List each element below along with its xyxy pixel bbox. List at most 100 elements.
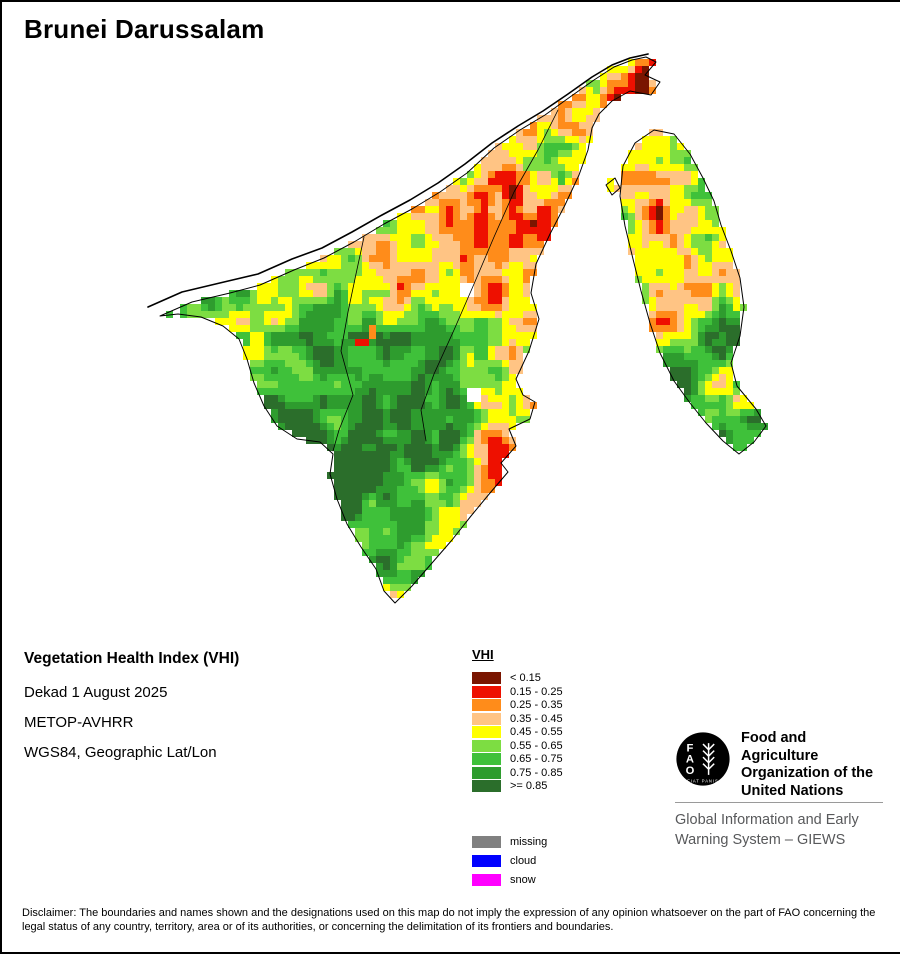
vhi-pixel	[334, 269, 341, 276]
vhi-pixel	[411, 556, 418, 563]
vhi-pixel	[334, 325, 341, 332]
vhi-pixel	[712, 367, 719, 374]
vhi-pixel	[446, 241, 453, 248]
vhi-pixel	[341, 248, 348, 255]
vhi-pixel	[649, 129, 656, 136]
vhi-pixel	[670, 346, 677, 353]
vhi-pixel	[299, 332, 306, 339]
vhi-pixel	[425, 493, 432, 500]
vhi-pixel	[383, 297, 390, 304]
vhi-pixel	[530, 220, 537, 227]
fao-logo-circle	[676, 732, 730, 786]
vhi-pixel	[362, 318, 369, 325]
vhi-pixel	[257, 290, 264, 297]
vhi-pixel	[684, 206, 691, 213]
vhi-pixel	[642, 73, 649, 80]
vhi-pixel	[691, 164, 698, 171]
vhi-pixel	[628, 185, 635, 192]
vhi-pixel	[404, 262, 411, 269]
vhi-pixel	[404, 381, 411, 388]
vhi-pixel	[320, 381, 327, 388]
vhi-pixel	[411, 367, 418, 374]
vhi-pixel	[404, 437, 411, 444]
vhi-pixel	[460, 199, 467, 206]
vhi-pixel	[628, 164, 635, 171]
vhi-pixel	[523, 185, 530, 192]
vhi-pixel	[411, 486, 418, 493]
vhi-pixel	[516, 339, 523, 346]
vhi-pixel	[635, 241, 642, 248]
vhi-pixel	[404, 549, 411, 556]
vhi-pixel	[327, 437, 334, 444]
vhi-pixel	[495, 430, 502, 437]
vhi-pixel	[243, 290, 250, 297]
map-info-sensor: METOP-AVHRR	[24, 714, 134, 731]
vhi-pixel	[404, 402, 411, 409]
vhi-pixel	[348, 479, 355, 486]
vhi-pixel	[376, 500, 383, 507]
vhi-pixel	[495, 381, 502, 388]
vhi-pixel	[509, 367, 516, 374]
vhi-pixel	[558, 122, 565, 129]
vhi-pixel	[733, 395, 740, 402]
vhi-pixel	[285, 290, 292, 297]
vhi-pixel	[411, 248, 418, 255]
vhi-pixel	[362, 521, 369, 528]
vhi-pixel	[334, 255, 341, 262]
vhi-pixel	[299, 283, 306, 290]
vhi-pixel	[481, 297, 488, 304]
vhi-pixel	[397, 486, 404, 493]
vhi-pixel	[411, 493, 418, 500]
vhi-pixel	[425, 430, 432, 437]
vhi-pixel	[271, 283, 278, 290]
vhi-pixel	[628, 150, 635, 157]
vhi-pixel	[453, 451, 460, 458]
vhi-pixel	[509, 220, 516, 227]
vhi-pixel	[460, 360, 467, 367]
vhi-pixel	[726, 332, 733, 339]
vhi-pixel	[656, 248, 663, 255]
vhi-pixel	[467, 178, 474, 185]
vhi-pixel	[397, 290, 404, 297]
vhi-pixel	[313, 325, 320, 332]
vhi-pixel	[530, 269, 537, 276]
vhi-pixel	[747, 423, 754, 430]
vhi-pixel	[397, 584, 404, 591]
vhi-pixel	[348, 262, 355, 269]
vhi-pixel	[411, 388, 418, 395]
vhi-pixel	[404, 395, 411, 402]
vhi-pixel	[502, 388, 509, 395]
vhi-pixel	[285, 395, 292, 402]
vhi-pixel	[488, 437, 495, 444]
vhi-pixel	[383, 437, 390, 444]
vhi-pixel	[369, 234, 376, 241]
vhi-pixel	[677, 318, 684, 325]
vhi-pixel	[425, 262, 432, 269]
vhi-pixel	[362, 241, 369, 248]
vhi-pixel	[285, 360, 292, 367]
vhi-pixel	[467, 192, 474, 199]
vhi-pixel	[670, 325, 677, 332]
vhi-pixel	[264, 374, 271, 381]
vhi-pixel	[355, 353, 362, 360]
vhi-pixel	[334, 283, 341, 290]
vhi-pixel	[684, 346, 691, 353]
vhi-pixel	[299, 297, 306, 304]
legend-class-row: 0.25 - 0.35	[472, 699, 563, 711]
vhi-pixel	[341, 500, 348, 507]
vhi-pixel	[425, 234, 432, 241]
vhi-pixel	[726, 381, 733, 388]
vhi-pixel	[418, 220, 425, 227]
vhi-pixel	[348, 346, 355, 353]
vhi-pixel	[474, 444, 481, 451]
vhi-pixel	[355, 430, 362, 437]
vhi-pixel	[397, 451, 404, 458]
vhi-pixel	[509, 143, 516, 150]
vhi-pixel	[271, 374, 278, 381]
vhi-pixel	[677, 199, 684, 206]
vhi-pixel	[558, 178, 565, 185]
vhi-pixel	[460, 227, 467, 234]
vhi-pixel	[488, 360, 495, 367]
fao-wheat-glyph	[702, 743, 715, 775]
